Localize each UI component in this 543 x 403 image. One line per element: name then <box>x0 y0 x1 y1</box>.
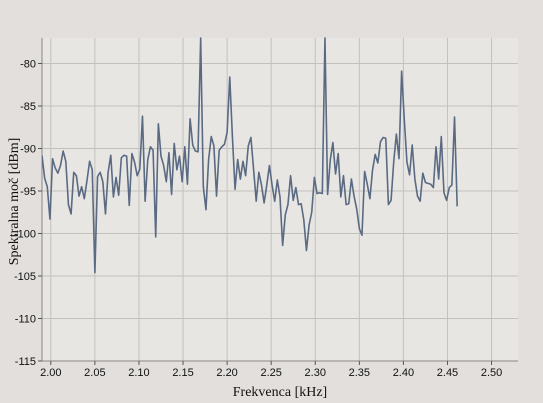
y-tick-label: -90 <box>20 144 36 156</box>
tick-labels: 2.00 2.05 2.10 2.15 2.20 2.25 2.30 2.35 2.40 2.45… <box>14 59 502 380</box>
y-tick-label: -85 <box>20 101 36 113</box>
x-tick-label: 2.05 <box>84 367 105 379</box>
x-tick-label: 2.10 <box>128 367 149 379</box>
y-tick-label: -80 <box>20 59 36 71</box>
y-tick-label: -95 <box>20 186 36 198</box>
x-tick-label: 2.25 <box>260 367 281 379</box>
x-tick-label: 2.15 <box>172 367 193 379</box>
x-tick-label: 2.45 <box>437 367 458 379</box>
x-axis-label: Frekvenca [kHz] <box>233 385 327 400</box>
y-tick-label: -100 <box>14 229 36 241</box>
x-tick-label: 2.00 <box>40 367 61 379</box>
x-tick-label: 2.30 <box>305 367 326 379</box>
y-axis-label: Spektralna moč [dBm] <box>7 138 22 266</box>
series-line <box>42 37 458 274</box>
x-tick-label: 2.50 <box>481 367 502 379</box>
x-tick-label: 2.20 <box>216 367 237 379</box>
y-tick-label: -110 <box>15 314 36 326</box>
x-tick-label: 2.35 <box>349 367 370 379</box>
x-tick-label: 2.40 <box>393 367 414 379</box>
y-tick-label: -105 <box>14 271 36 283</box>
y-tick-label: -115 <box>15 356 36 368</box>
